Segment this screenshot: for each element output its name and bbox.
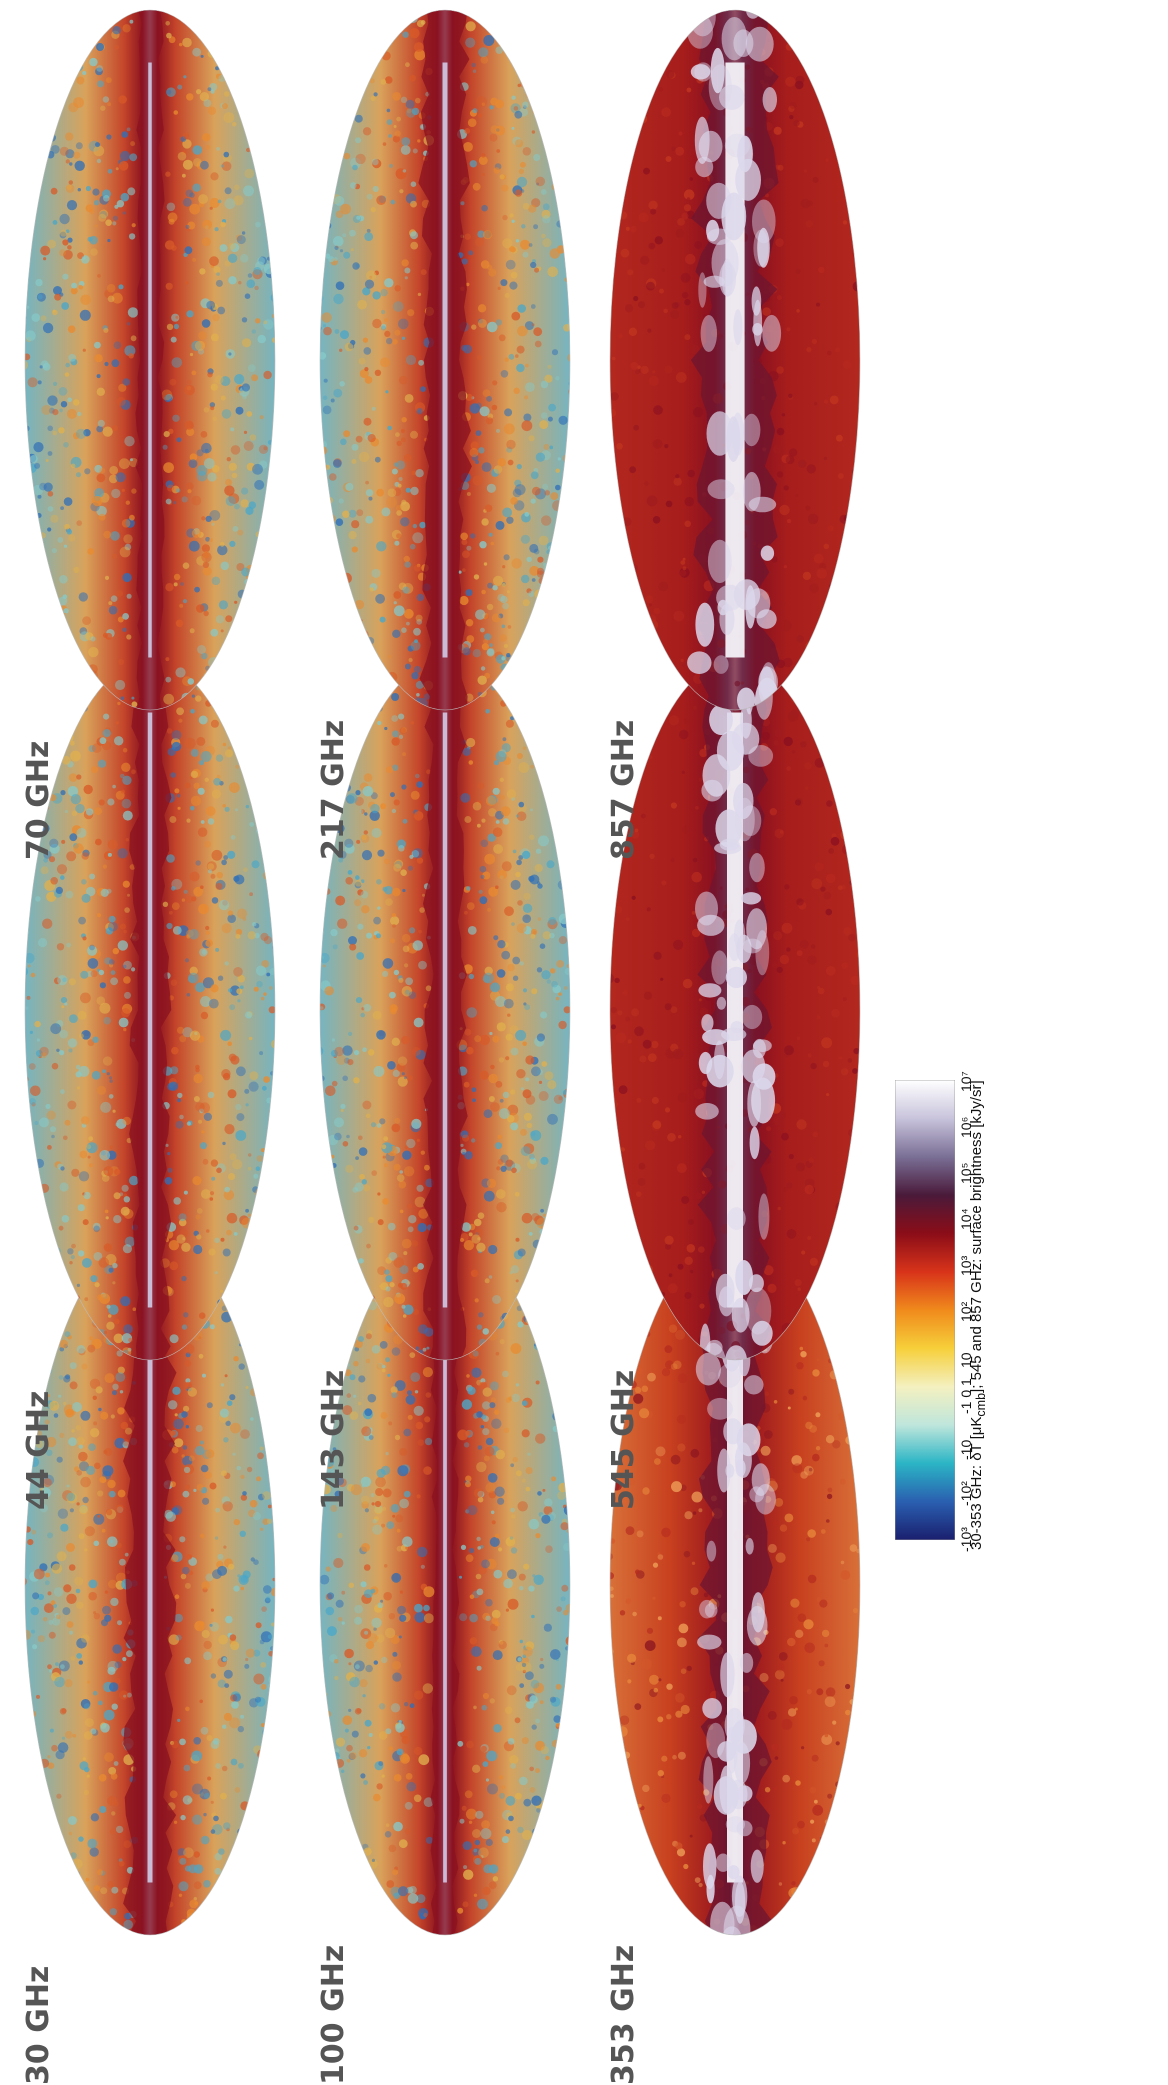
colorbar-caption: 30-353 GHz: δT [μKcmb]; 545 and 857 GHz:… [968, 1080, 988, 1550]
galactic-plane-ridge [443, 713, 448, 1308]
map-panel-143ghz [316, 656, 574, 1364]
colorbar-caption-main: 30-353 GHz: δT [μK [968, 1417, 985, 1550]
frequency-label-217ghz: 217 GHz [316, 720, 351, 860]
frequency-label-44ghz: 44 GHz [21, 1391, 56, 1510]
galactic-plane-ridge [148, 1288, 153, 1883]
galactic-plane-ridge [148, 63, 152, 658]
map-panel-857ghz [606, 6, 864, 714]
frequency-label-143ghz: 143 GHz [316, 1370, 351, 1510]
frequency-label-70ghz: 70 GHz [21, 741, 56, 860]
galactic-plane-ridge [148, 713, 153, 1308]
frequency-label-30ghz: 30 GHz [21, 1966, 56, 2085]
frequency-label-353ghz: 353 GHz [606, 1945, 641, 2085]
sky-map-217ghz [316, 6, 574, 714]
colorbar-caption-sub: cmb [974, 1393, 988, 1417]
galactic-plane-ridge [443, 63, 448, 658]
sky-map-857ghz [606, 6, 864, 714]
sky-map-44ghz [21, 656, 279, 1364]
map-panel-44ghz [21, 656, 279, 1364]
frequency-label-100ghz: 100 GHz [316, 1945, 351, 2085]
sky-map-70ghz [21, 6, 279, 714]
colorbar-caption-rest: ]; 545 and 857 GHz: surface brightness [… [968, 1080, 985, 1393]
map-panel-70ghz [21, 6, 279, 714]
map-panel-545ghz [606, 656, 864, 1364]
colorbar [895, 1080, 955, 1540]
galactic-plane-ridge [443, 1288, 447, 1883]
sky-map-143ghz [316, 656, 574, 1364]
frequency-label-857ghz: 857 GHz [606, 720, 641, 860]
colorbar-gradient [895, 1080, 955, 1540]
frequency-label-545ghz: 545 GHz [606, 1370, 641, 1510]
sky-map-545ghz [606, 656, 864, 1364]
map-panel-217ghz [316, 6, 574, 714]
